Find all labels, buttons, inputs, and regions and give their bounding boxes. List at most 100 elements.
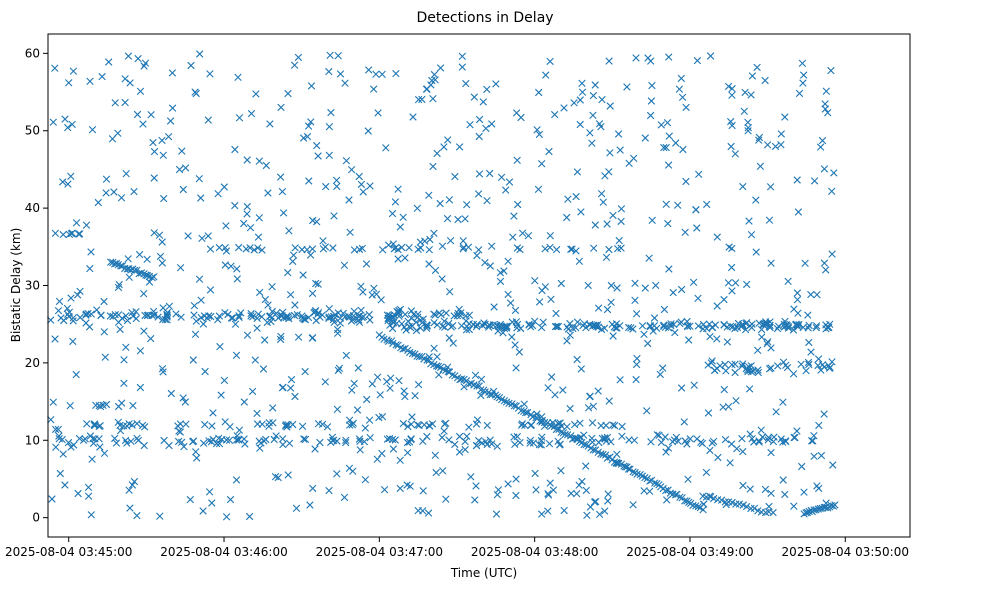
data-point [728, 91, 736, 99]
data-point [407, 307, 416, 315]
data-point [437, 311, 445, 319]
data-point [666, 489, 674, 497]
data-point [588, 419, 597, 427]
data-point [298, 422, 307, 430]
data-point [143, 255, 151, 263]
data-point [745, 217, 753, 225]
data-point [752, 248, 760, 256]
data-point [513, 320, 522, 329]
data-point [644, 339, 652, 348]
data-point [180, 442, 188, 451]
data-point [291, 244, 299, 252]
y-tick-label: 0 [32, 511, 40, 525]
data-point [368, 380, 376, 388]
data-point [726, 459, 734, 467]
data-point [588, 139, 596, 147]
data-point [122, 170, 130, 178]
data-point [629, 468, 637, 476]
data-point [459, 237, 467, 245]
data-point [334, 366, 343, 375]
data-point [379, 246, 387, 254]
data-point [418, 318, 426, 327]
data-point [589, 91, 598, 100]
data-point [122, 312, 130, 320]
y-tick-label: 10 [25, 433, 40, 447]
data-point [613, 284, 621, 292]
data-point [48, 495, 56, 503]
data-point [424, 509, 433, 517]
data-point [454, 309, 462, 318]
data-point [264, 189, 272, 197]
data-point [584, 281, 592, 290]
data-point [544, 507, 552, 515]
data-point [409, 113, 417, 121]
data-point [449, 322, 457, 330]
data-point [733, 323, 742, 332]
data-point [538, 418, 546, 426]
data-point [589, 446, 597, 454]
data-point [632, 310, 641, 318]
data-point [163, 308, 172, 317]
data-point [303, 246, 311, 254]
data-point [573, 168, 582, 176]
data-point [643, 407, 651, 415]
data-point [533, 126, 541, 134]
data-point [538, 510, 546, 518]
data-point [607, 298, 615, 306]
data-point [556, 440, 564, 448]
data-point [510, 212, 518, 220]
data-point [235, 114, 244, 122]
data-point [746, 485, 754, 493]
data-point [355, 318, 364, 326]
data-point [494, 327, 502, 335]
data-point [235, 313, 243, 322]
data-point [784, 322, 792, 331]
data-point [154, 313, 162, 321]
data-point [433, 353, 441, 361]
data-point [333, 405, 342, 413]
data-point [88, 126, 97, 134]
data-point [527, 421, 535, 430]
data-point [632, 375, 640, 384]
data-point [554, 322, 563, 331]
data-point [551, 322, 560, 331]
data-point [199, 439, 208, 447]
data-point [140, 290, 148, 298]
data-point [473, 416, 482, 424]
data-point [74, 489, 82, 498]
data-point [167, 389, 175, 398]
data-point [604, 490, 612, 498]
data-point [253, 324, 261, 332]
data-point [265, 312, 274, 321]
data-point [84, 492, 93, 500]
data-point [727, 142, 735, 151]
data-point [822, 499, 830, 507]
data-point [704, 409, 713, 417]
data-point [438, 275, 446, 283]
data-point [755, 133, 764, 142]
data-point [412, 326, 421, 335]
data-point [599, 198, 607, 206]
data-point [423, 324, 431, 332]
data-point [325, 305, 333, 313]
data-point [150, 174, 158, 182]
data-point [591, 221, 599, 229]
data-point [709, 437, 718, 446]
data-point [586, 129, 594, 137]
data-point [638, 322, 647, 330]
data-point [333, 182, 341, 191]
data-point [206, 245, 215, 253]
data-point [467, 473, 475, 481]
data-point [460, 383, 468, 391]
data-point [150, 273, 158, 281]
data-point [208, 422, 216, 430]
data-point [820, 363, 828, 371]
data-point [537, 441, 545, 449]
data-point [763, 340, 771, 348]
data-point [61, 115, 69, 123]
data-point [513, 432, 521, 441]
data-point [486, 436, 494, 444]
data-point [582, 462, 590, 470]
data-point [545, 440, 554, 448]
data-point [475, 170, 484, 178]
